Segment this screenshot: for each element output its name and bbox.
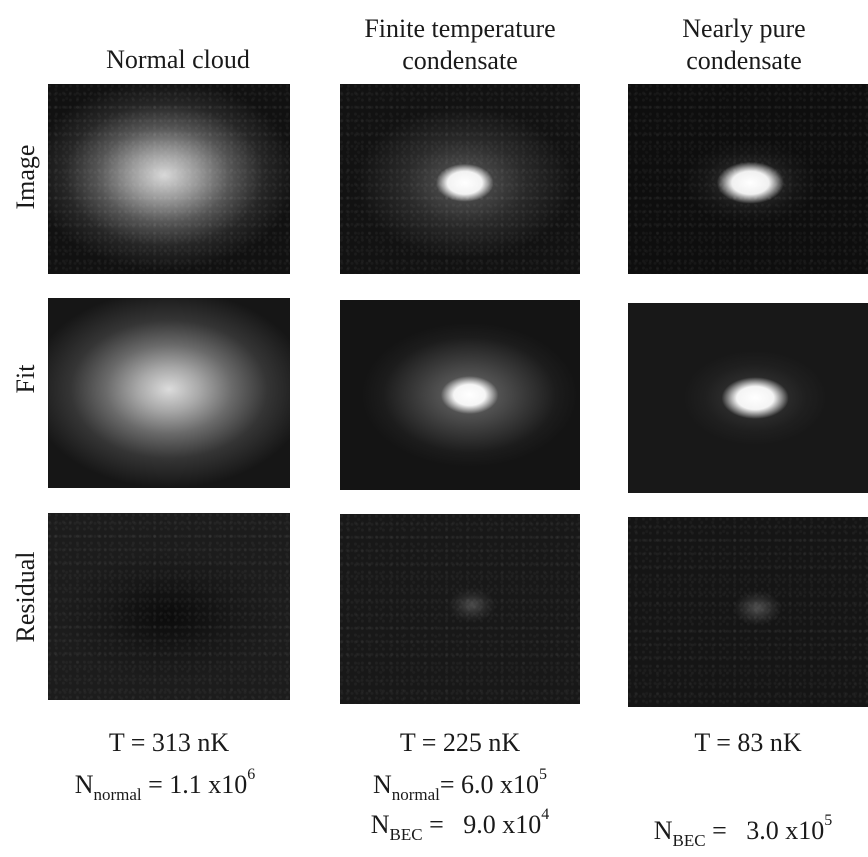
n-symbol: N xyxy=(74,770,94,799)
residual-panel-normal-cloud xyxy=(48,513,290,700)
row-label-residual: Residual xyxy=(11,551,40,643)
n-subscript: normal xyxy=(93,785,142,804)
residual-panel-nearly-pure xyxy=(628,517,868,707)
image-panel-normal-cloud xyxy=(48,84,290,274)
n-exponent: 4 xyxy=(541,806,550,823)
normal-number-finite-temperature: Nnormal= 6.0 x105 xyxy=(330,766,590,805)
n-value: = 3.0 x10 xyxy=(705,816,825,845)
bec-number-finite-temperature: NBEC = 9.0 x104 xyxy=(330,806,590,845)
temperature-finite-temperature: T = 225 nK xyxy=(399,728,521,757)
n-subscript: normal xyxy=(391,785,440,804)
bec-number-nearly-pure: NBEC = 3.0 x105 xyxy=(618,812,868,851)
n-subscript: BEC xyxy=(672,831,706,850)
image-panel-nearly-pure xyxy=(628,84,868,274)
fit-panel-nearly-pure xyxy=(628,303,868,493)
temperature-normal-cloud: T = 313 nK xyxy=(108,728,230,757)
fit-panel-normal-cloud xyxy=(48,298,290,488)
n-value: = 6.0 x10 xyxy=(439,770,540,799)
residual-panel-finite-temperature xyxy=(340,514,580,704)
row-label-fit: Fit xyxy=(11,364,40,394)
title-line: Nearly pure xyxy=(682,14,806,43)
n-value: = 1.1 x10 xyxy=(141,770,248,799)
n-symbol: N xyxy=(370,810,390,839)
n-exponent: 5 xyxy=(539,766,548,783)
atom-number-normal-cloud: Nnormal = 1.1 x106 xyxy=(30,766,300,805)
n-symbol: N xyxy=(372,770,392,799)
n-subscript: BEC xyxy=(389,825,423,844)
title-line: Finite temperature xyxy=(364,14,556,43)
n-exponent: 6 xyxy=(247,766,256,783)
row-label-image: Image xyxy=(11,144,40,210)
n-exponent: 5 xyxy=(824,812,833,829)
n-value: = 9.0 x10 xyxy=(422,810,542,839)
n-symbol: N xyxy=(653,816,673,845)
title-line: condensate xyxy=(686,46,802,75)
image-panel-finite-temperature xyxy=(340,84,580,274)
title-line: condensate xyxy=(402,46,518,75)
fit-panel-finite-temperature xyxy=(340,300,580,490)
column-title-normal-cloud: Normal cloud xyxy=(48,44,308,76)
temperature-nearly-pure: T = 83 nK xyxy=(694,728,802,757)
column-title-nearly-pure: Nearly pure condensate xyxy=(620,13,868,77)
column-title-finite-temperature: Finite temperature condensate xyxy=(330,13,590,77)
title-line: Normal cloud xyxy=(106,45,250,74)
